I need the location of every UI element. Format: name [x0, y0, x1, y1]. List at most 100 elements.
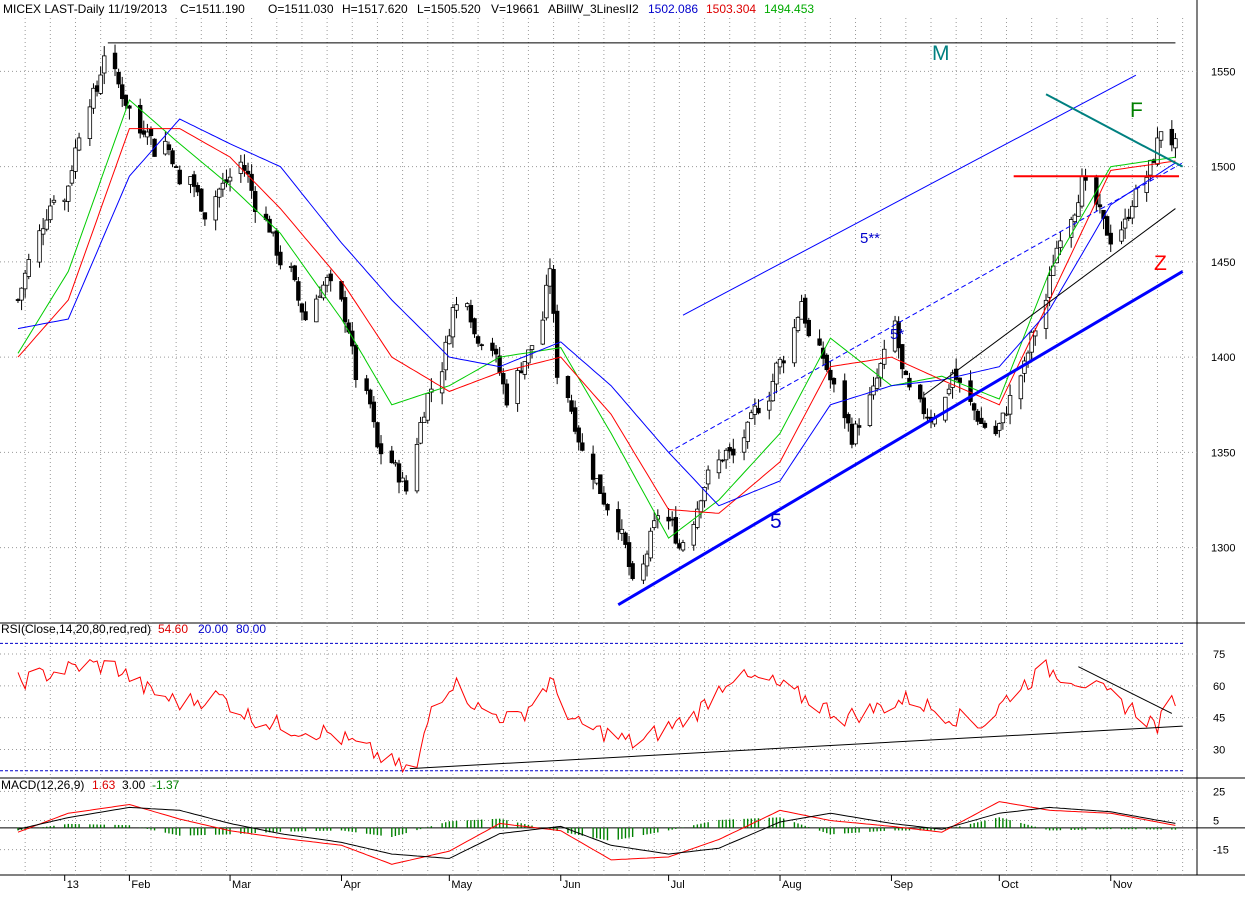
- study-value-blue: 1502.086: [648, 2, 698, 16]
- price-bars: [15, 44, 1178, 585]
- price-bar-body: [842, 380, 847, 419]
- price-bar-body: [752, 405, 758, 415]
- price-bar-body: [1119, 229, 1124, 242]
- price-bar-body: [217, 188, 222, 198]
- symbol-label: MICEX LAST-Daily: [3, 2, 104, 16]
- price-bar-body: [878, 363, 883, 379]
- price-bar-body: [227, 176, 233, 182]
- trend-line-5star: [668, 162, 1183, 453]
- price-bar-body: [1000, 412, 1006, 424]
- price-bar-body: [116, 71, 121, 85]
- price-bar-body: [188, 176, 193, 185]
- price-bar-body: [170, 150, 175, 165]
- rsi-value: 54.60: [158, 622, 188, 636]
- price-bar-body: [403, 480, 409, 492]
- price-bar-body: [350, 330, 355, 347]
- study-value-green: 1494.453: [764, 2, 814, 16]
- annotation-M: M: [932, 42, 950, 65]
- price-bar-body: [324, 277, 330, 286]
- price-bar-body: [26, 259, 31, 277]
- price-bar-body: [1148, 160, 1153, 176]
- price-bar-body: [698, 500, 704, 513]
- rsi-trend-line: [409, 725, 1183, 770]
- price-bar-body: [375, 422, 380, 448]
- price-bar-body: [741, 437, 747, 453]
- macd-value: 1.63: [92, 778, 116, 792]
- price-bar-body: [677, 543, 682, 549]
- price-bar-body: [669, 518, 675, 521]
- price-bar-body: [971, 403, 977, 411]
- price-bar-body: [777, 358, 783, 368]
- price-bar-body: [1097, 204, 1103, 208]
- price-bar-body: [953, 368, 959, 380]
- price-bar-body: [874, 377, 880, 389]
- price-bar-body: [425, 393, 430, 421]
- price-bar-body: [756, 407, 761, 414]
- price-bar-body: [551, 268, 556, 314]
- price-bar-body: [389, 450, 395, 464]
- price-bar-body: [195, 184, 200, 193]
- annotation-wave-5: 5: [770, 510, 782, 533]
- price-bar-body: [199, 188, 204, 212]
- price-bar-body: [519, 370, 524, 374]
- price-bar-body: [1173, 138, 1178, 149]
- price-bar-body: [339, 281, 344, 300]
- price-bar-body: [616, 509, 621, 533]
- price-bar-body: [867, 394, 873, 426]
- price-bar-body: [576, 427, 581, 443]
- price-bar-body: [364, 378, 369, 391]
- price-bar-body: [925, 416, 930, 419]
- price-bar-body: [69, 170, 75, 184]
- time-axis-label: Jul: [671, 879, 685, 891]
- price-bar-body: [544, 284, 549, 319]
- price-bar-body: [501, 373, 506, 385]
- price-bar-body: [479, 344, 484, 347]
- price-bar-body: [1043, 299, 1049, 329]
- price-bar-body: [141, 130, 146, 135]
- rsi-line: [17, 658, 1176, 774]
- price-bar-body: [896, 321, 901, 349]
- price-bar-body: [400, 477, 405, 482]
- price-bar-body: [795, 317, 801, 332]
- trend-line-5: [617, 270, 1184, 607]
- price-bar-body: [630, 563, 635, 579]
- price-bar-body: [702, 486, 707, 502]
- price-bar-body: [529, 345, 535, 350]
- price-bar-body: [723, 449, 729, 461]
- price-bar-body: [421, 416, 427, 423]
- price-bar-body: [94, 85, 100, 92]
- price-bar-body: [993, 425, 998, 435]
- price-bar-body: [15, 299, 21, 301]
- price-bar-body: [781, 360, 786, 364]
- price-bar-body: [598, 474, 603, 495]
- price-bar-body: [831, 377, 837, 385]
- price-bar-body: [982, 422, 988, 428]
- price-bar-body: [943, 396, 948, 421]
- price-bar-body: [648, 530, 653, 559]
- price-bar-body: [1083, 176, 1088, 181]
- price-bar-body: [1072, 214, 1077, 223]
- price-bar-body: [792, 327, 797, 364]
- price-bar-body: [727, 447, 732, 452]
- price-bar-body: [148, 128, 154, 137]
- price-bar-body: [594, 478, 599, 484]
- time-axis-label: Apr: [343, 879, 360, 891]
- price-bar-body: [673, 517, 678, 544]
- price-bar-body: [1068, 219, 1074, 238]
- price-bar-body: [91, 87, 96, 109]
- price-bar-body: [497, 355, 502, 374]
- price-bar-body: [145, 131, 150, 138]
- price-bar-body: [1158, 131, 1164, 141]
- price-bar-body: [288, 265, 294, 268]
- price-bar-body: [540, 319, 545, 345]
- price-bar-body: [76, 137, 82, 151]
- price-bar-body: [515, 370, 520, 404]
- price-bar-body: [666, 516, 671, 522]
- price-bar-body: [565, 376, 571, 398]
- price-bar-body: [641, 563, 646, 581]
- annotation-wave-5-star: 5*: [890, 326, 904, 343]
- price-bar-body: [220, 182, 226, 190]
- price-axis-tick-label: 1350: [1211, 447, 1235, 459]
- price-bar-body: [817, 338, 822, 346]
- price-bar-body: [691, 524, 696, 546]
